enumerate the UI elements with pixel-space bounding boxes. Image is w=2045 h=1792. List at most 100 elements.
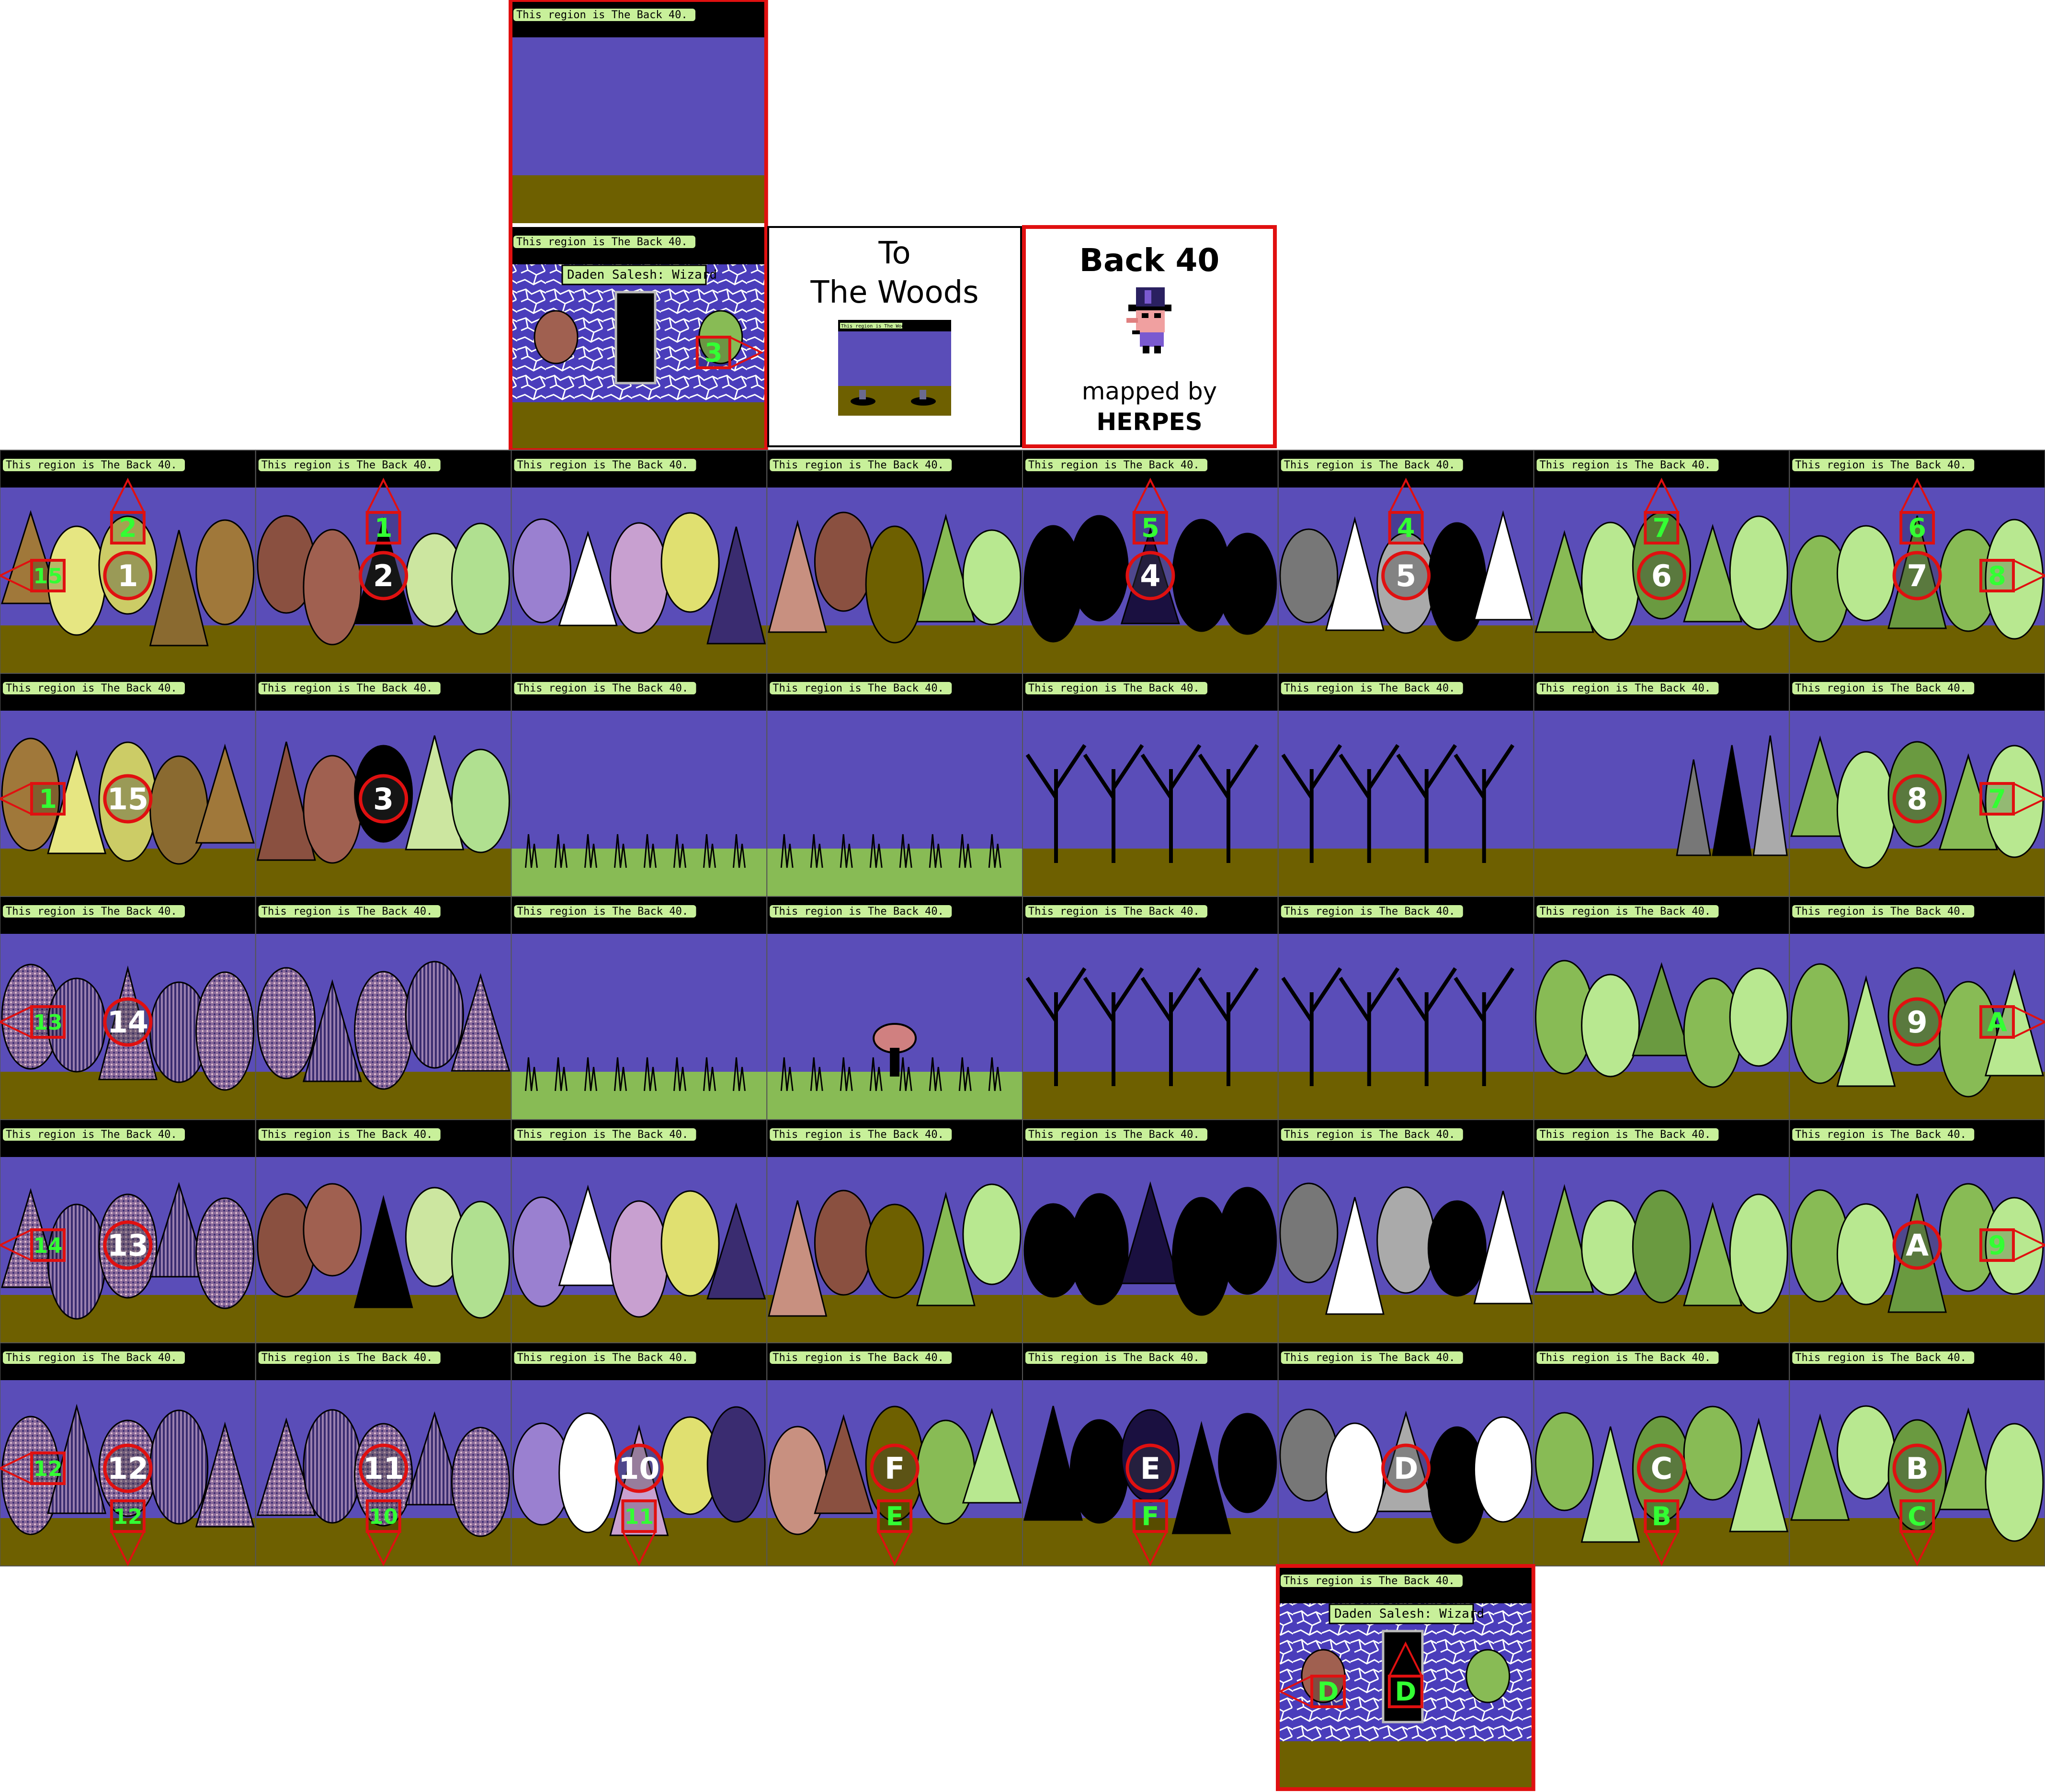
exit-square-marker: [110, 1499, 146, 1533]
region-banner-label: This region is The Back 40.: [517, 1129, 689, 1141]
location-circle-label: 1: [117, 558, 138, 593]
screen-r3-c3: This region is The Back 40.: [511, 896, 768, 1120]
location-circle-label: B: [1906, 1451, 1928, 1486]
region-banner-label: This region is The Back 40.: [517, 906, 689, 918]
region-banner-label-bg: [1025, 682, 1207, 694]
region-banner-label-bg: [1792, 1128, 1975, 1141]
ground: [1022, 1072, 1278, 1120]
screen-r3-c2: This region is The Back 40.: [255, 896, 512, 1120]
exit-square-marker: [1899, 1499, 1935, 1533]
tree-crown: [1120, 527, 1180, 624]
location-circle-marker: [1892, 774, 1942, 824]
woods-thumbnail: This region is The Woods.: [838, 320, 951, 416]
region-banner-label-bg: [1281, 459, 1463, 471]
exit-square-marker: [1132, 1499, 1168, 1533]
region-banner-label: This region is The Back 40.: [1028, 682, 1200, 694]
exit-arrow-left: [0, 1006, 32, 1038]
region-banner-label-bg: [258, 459, 441, 471]
wizard-door: [614, 291, 657, 385]
region-banner-label: This region is The Back 40.: [261, 682, 433, 694]
tree-crown: [98, 515, 158, 615]
tree-crown: [916, 1419, 976, 1525]
location-circle-label: A: [1906, 1228, 1929, 1263]
tree-crown: [1534, 1184, 1594, 1293]
tree-crown: [706, 1202, 766, 1300]
tree-crown: [1836, 751, 1896, 869]
meadow-ground: [767, 1072, 1022, 1120]
exit-square-label: 5: [1141, 513, 1159, 543]
ground: [1278, 1518, 1534, 1566]
tree-crown: [768, 520, 828, 633]
tree-crown: [47, 1404, 107, 1514]
ground: [1022, 1295, 1278, 1343]
exit-square-marker: [30, 782, 66, 816]
screen-r5-c7: This region is The Back 40. CB: [1533, 1342, 1790, 1566]
location-circle-marker: [359, 774, 409, 824]
location-circle-marker: [103, 997, 153, 1047]
exit-arrow-up: [1900, 477, 1934, 513]
tree-crown: [1683, 1406, 1742, 1501]
location-circle-marker: [1125, 551, 1175, 601]
region-banner-label: This region is The Back 40.: [773, 459, 944, 471]
region-banner-label: This region is The Back 40.: [516, 236, 688, 248]
woods-title-line2: The Woods: [810, 275, 978, 310]
tree-crown: [1279, 1182, 1339, 1283]
region-banner-label: This region is The Back 40.: [773, 682, 944, 694]
region-banner-label: This region is The Back 40.: [6, 906, 177, 918]
screen-r3-c1: This region is The Back 40. 14 13: [0, 896, 256, 1120]
location-circle-label: 3: [373, 782, 394, 817]
exit-square-label: 3: [704, 338, 723, 368]
exit-arrow-up: [1388, 1641, 1423, 1677]
exit-square-label: 1: [375, 513, 393, 543]
grass-tuft: [614, 1057, 627, 1091]
wizard-sign-bg: [561, 264, 707, 285]
exit-square-label: F: [1141, 1501, 1159, 1531]
sky: [511, 37, 766, 175]
region-banner-label-bg: [770, 459, 952, 471]
wizard-sign: Daden Salesh: Wizard: [567, 268, 717, 282]
screen-r1-c4: This region is The Back 40.: [766, 450, 1023, 674]
grass-tuft: [958, 834, 972, 868]
tree-crown: [1580, 1426, 1640, 1543]
tree-crown: [660, 512, 720, 613]
tree-crown: [195, 1421, 255, 1528]
ground: [1534, 625, 1790, 673]
region-banner-label-bg: [1025, 1128, 1207, 1141]
ground: [1789, 1072, 2045, 1120]
location-circle-label: 6: [1651, 558, 1672, 593]
tree-crown: [257, 967, 316, 1079]
screen-r1-c3: This region is The Back 40.: [511, 450, 768, 674]
tree-crown: [1729, 967, 1788, 1067]
region-banner-label: This region is The Back 40.: [6, 682, 177, 694]
exit-arrow-left: [0, 1452, 32, 1485]
tree-crown: [1473, 1191, 1533, 1304]
tree-crown: [1535, 1412, 1594, 1511]
exit-square-label: E: [886, 1501, 904, 1531]
grass-tuft: [988, 1057, 1001, 1091]
tree-crown: [1938, 753, 1998, 851]
tree-crown: [1325, 1197, 1385, 1315]
exit-arrow-down: [1644, 1531, 1679, 1566]
tree-crown: [1218, 1187, 1277, 1295]
tree-crown: [558, 530, 618, 626]
grass-tuft: [958, 1057, 972, 1091]
screen-r2-c1: This region is The Back 40. 15 1: [0, 673, 256, 897]
tree-crown: [534, 310, 579, 364]
grass-tuft: [840, 1057, 853, 1091]
exit-square-label: 15: [33, 564, 62, 589]
tree-crown: [1887, 515, 1947, 629]
exit-arrow-up: [366, 477, 401, 513]
ground: [511, 402, 766, 450]
screen-r4-c3: This region is The Back 40.: [511, 1119, 768, 1343]
location-circle-label: 11: [363, 1451, 404, 1486]
exit-arrow-up: [111, 477, 145, 513]
region-banner-label: This region is The Back 40.: [1284, 1575, 1455, 1587]
ground: [1278, 1741, 1534, 1789]
grass-tuft: [703, 834, 716, 868]
tree-crown: [1069, 1419, 1129, 1524]
region-banner-label-bg: [1281, 1575, 1463, 1587]
region-banner-label-bg: [1281, 1128, 1463, 1141]
exit-square-label: 6: [1908, 513, 1926, 543]
ground: [255, 625, 511, 673]
region-banner-label: This region is The Back 40.: [261, 1352, 433, 1364]
